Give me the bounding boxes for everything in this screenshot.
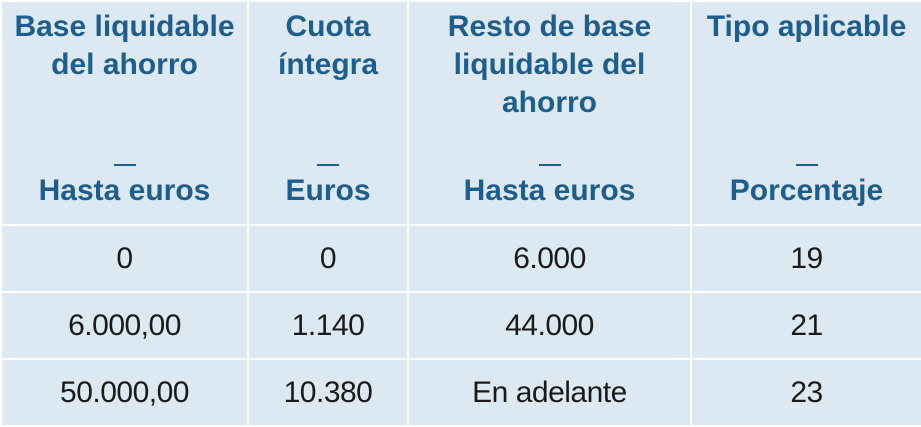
header-cell: Base liquidable del ahorro Hasta euros: [0, 0, 249, 226]
table-row: 6.000,00 1.140 44.000 21: [0, 291, 921, 360]
table-cell: 10.380: [247, 358, 409, 427]
table-cell: 1.140: [247, 291, 409, 360]
table-cell: 6.000: [407, 224, 692, 293]
table-row: 50.000,00 10.380 En adelante 23: [0, 358, 921, 427]
table-cell: 6.000,00: [0, 291, 249, 360]
header-cell: Cuota íntegra Euros: [247, 0, 409, 226]
header-title: Tipo aplicable: [706, 10, 907, 43]
table-cell: 50.000,00: [0, 358, 249, 427]
table-cell: 44.000: [407, 291, 692, 360]
table-body: 0 0 6.000 19 6.000,00 1.140 44.000 21 50.000,00 1…: [0, 224, 921, 427]
header-unit: Porcentaje: [729, 174, 884, 207]
table-cell: En adelante: [407, 358, 692, 427]
table-row: 0 0 6.000 19: [0, 224, 921, 293]
header-title: Base liquidable del ahorro: [14, 10, 235, 81]
table-cell: 0: [247, 224, 409, 293]
table-cell: 23: [690, 358, 921, 427]
table-cell: 0: [0, 224, 249, 293]
header-title: Cuota íntegra: [277, 10, 379, 81]
header-row: Base liquidable del ahorro Hasta euros Cu…: [0, 0, 921, 226]
header-unit: Hasta euros: [463, 174, 636, 207]
header-unit: Hasta euros: [38, 174, 211, 207]
header-unit: Euros: [285, 174, 371, 207]
header-cell: Resto de base liquidable del ahorro Hasta…: [407, 0, 692, 226]
table-cell: 19: [690, 224, 921, 293]
table-cell: 21: [690, 291, 921, 360]
header-cell: Tipo aplicable Porcentaje: [690, 0, 921, 226]
header-title: Resto de base liquidable del ahorro: [447, 10, 652, 119]
